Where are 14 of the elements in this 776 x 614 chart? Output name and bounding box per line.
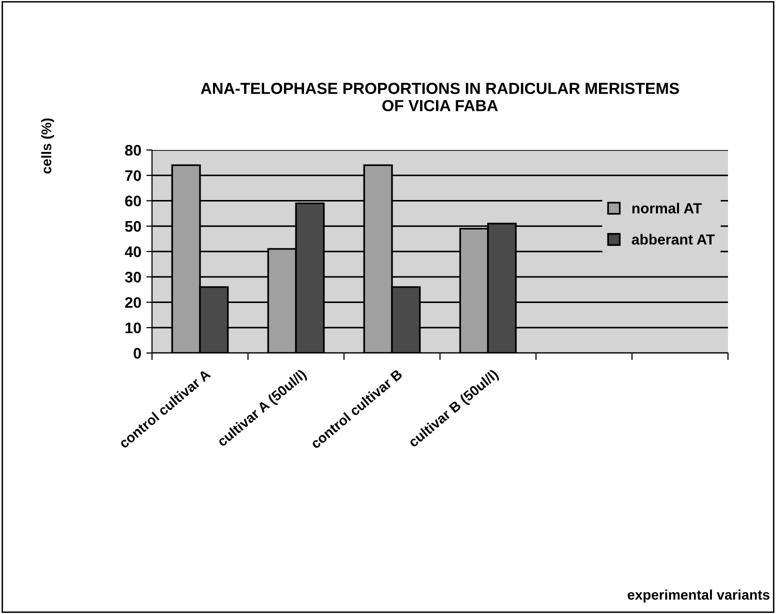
- y-tick-label: 10: [126, 322, 141, 334]
- y-tick-label: 40: [124, 246, 141, 258]
- legend-label: abberant AT: [632, 234, 715, 245]
- y-tick-label: 20: [125, 297, 141, 308]
- y-tick-label: 50: [125, 220, 141, 232]
- chart-title: ANA-TELOPHASE PROPORTIONS IN RADICULAR MERISTEMS OF VICIA FABA: [200, 82, 679, 112]
- legend-label: normal AT: [632, 202, 702, 214]
- y-tick-label: 60: [125, 196, 141, 206]
- y-tick-label: 70: [125, 170, 141, 182]
- text: experimental variants: [628, 590, 770, 602]
- y-tick-label: 80: [125, 144, 141, 156]
- y-tick-label: 30: [124, 272, 141, 283]
- y-axis-title: cells (%): [41, 118, 54, 174]
- y-tick-label: 0: [134, 348, 141, 359]
